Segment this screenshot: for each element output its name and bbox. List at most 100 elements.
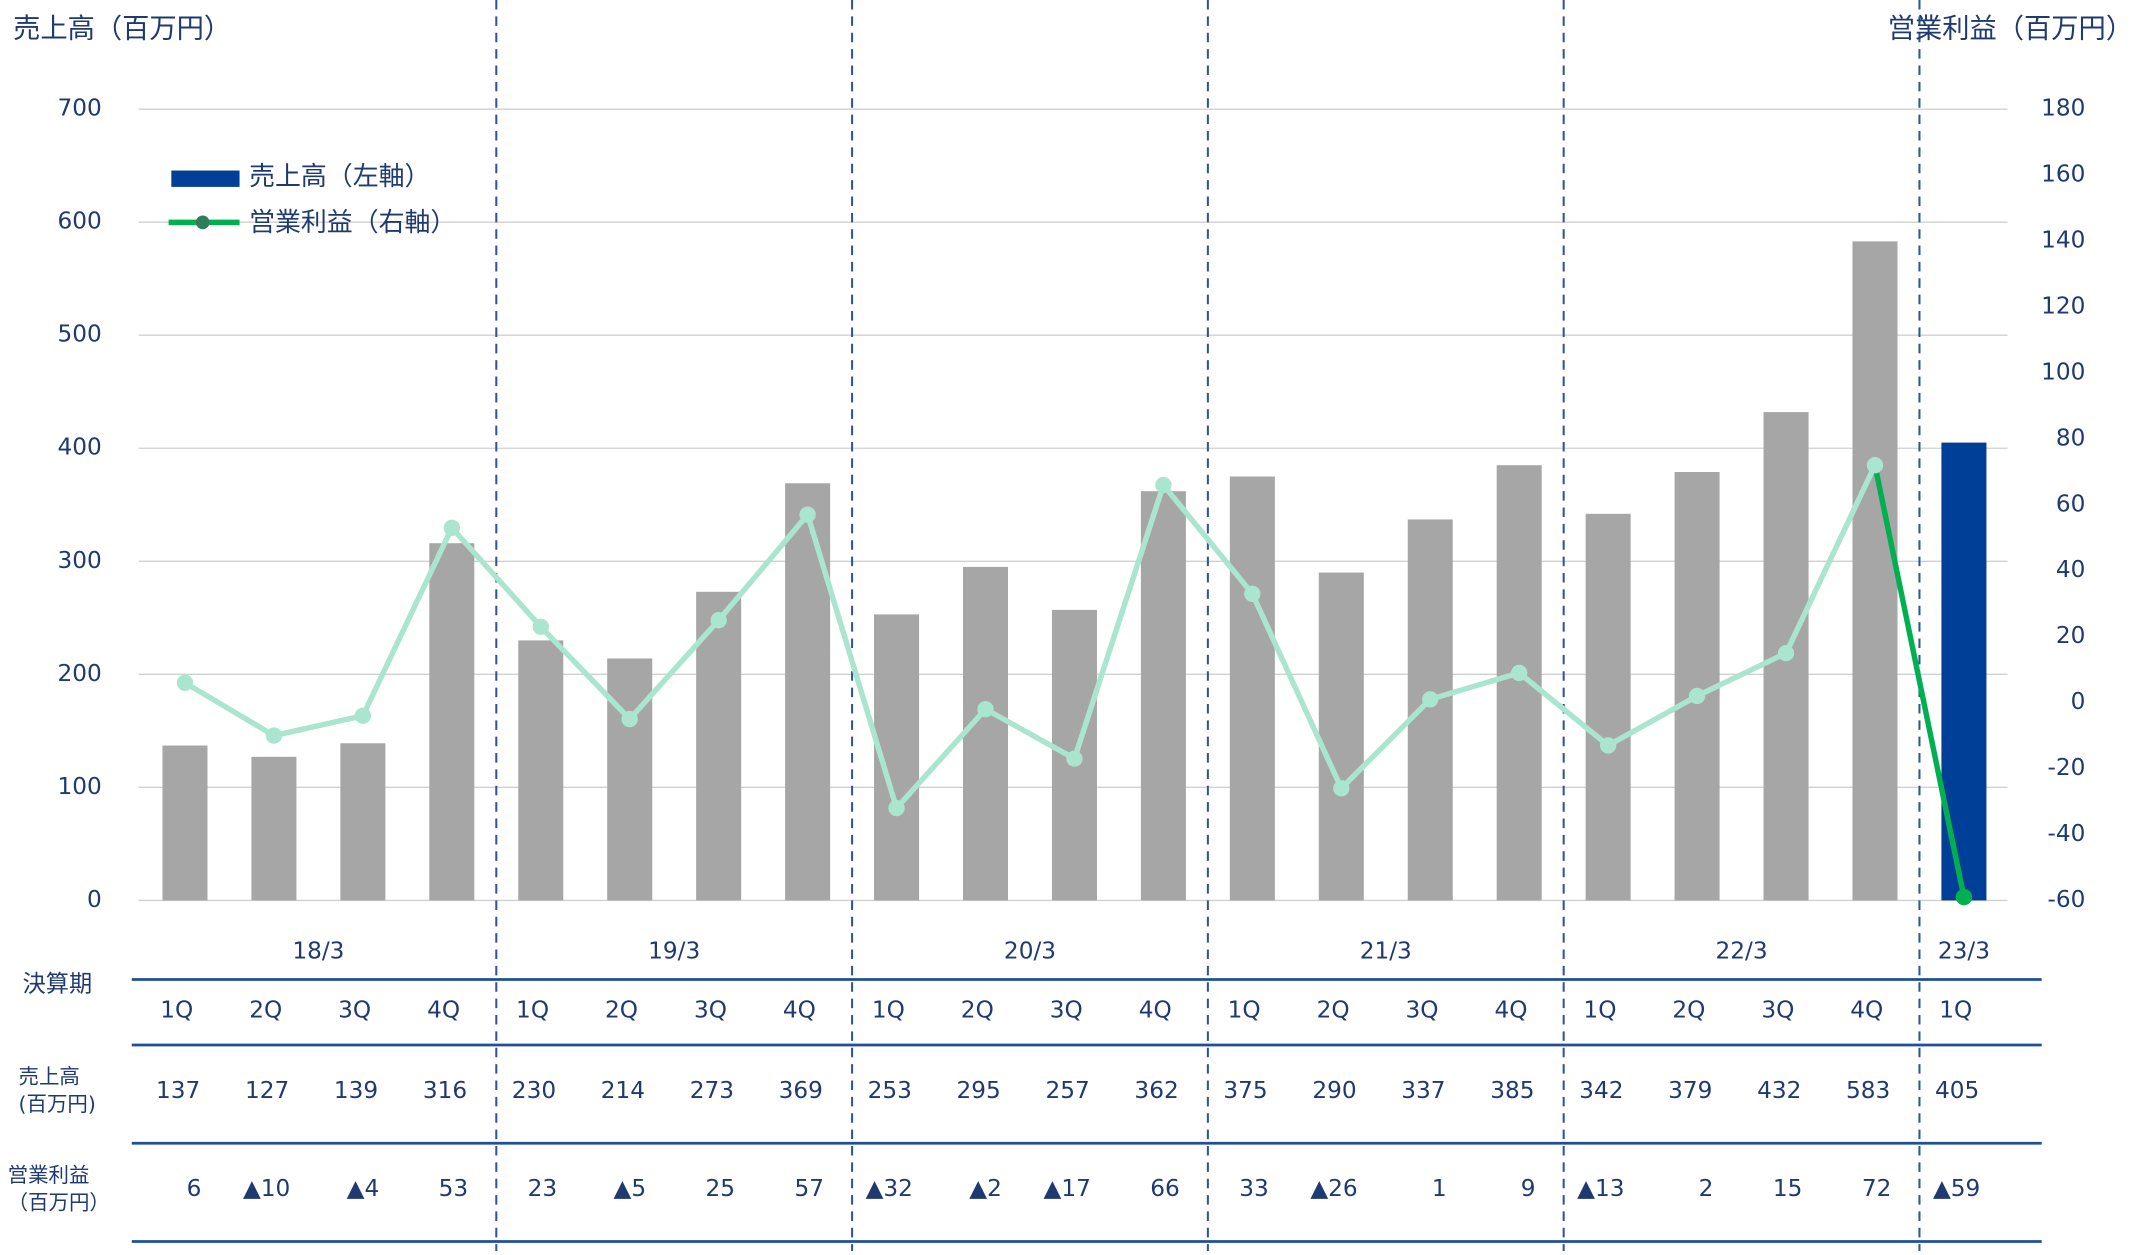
line-highlight [1872, 464, 1967, 898]
x-tick-label: 2Q [249, 996, 282, 1023]
bar [1407, 519, 1453, 901]
table-value: 230 [512, 1077, 556, 1104]
line-point [532, 618, 549, 635]
table-value: 66 [1150, 1175, 1180, 1202]
table-value: 295 [957, 1077, 1001, 1104]
y-tick-label: 500 [57, 321, 101, 348]
line-point [1333, 780, 1350, 797]
table-value: 405 [1935, 1077, 1979, 1104]
table-value: 15 [1773, 1175, 1803, 1202]
x-tick-label: 2Q [605, 996, 638, 1023]
line-point [1955, 888, 1973, 906]
group-label: 19/3 [648, 938, 700, 965]
table-value: 316 [423, 1077, 467, 1104]
line-point [176, 674, 194, 691]
x-tick-label: 4Q [1139, 996, 1172, 1023]
table-value: ▲59 [1933, 1175, 1980, 1202]
group-label: 22/3 [1716, 938, 1768, 965]
group-label: 23/3 [1938, 938, 1990, 965]
y2-tick-label: -60 [2047, 886, 2085, 913]
bar [251, 756, 297, 901]
table-value: 432 [1757, 1077, 1801, 1104]
line-point [977, 700, 994, 718]
bar [162, 745, 208, 901]
line-point [1422, 691, 1439, 708]
table-value: 6 [187, 1175, 202, 1202]
table-value: ▲2 [969, 1175, 1002, 1202]
y-tick-label: 600 [57, 208, 101, 235]
line-point [443, 519, 461, 537]
bar [696, 591, 742, 901]
table-value: ▲4 [347, 1175, 380, 1202]
bar [1852, 241, 1898, 901]
table-value: 375 [1223, 1077, 1267, 1104]
x-tick-label: 4Q [1850, 996, 1883, 1023]
table-value: ▲5 [613, 1175, 646, 1202]
line-point [1777, 644, 1795, 662]
legend-swatch [195, 215, 210, 230]
group-label: 21/3 [1360, 938, 1412, 965]
y2-tick-label: 40 [2056, 556, 2086, 583]
table-value: 137 [156, 1077, 200, 1104]
y2-tick-label: -40 [2047, 820, 2085, 847]
y2-tick-label: 160 [2041, 161, 2085, 188]
legend-swatch [171, 170, 240, 187]
line-point [1244, 585, 1261, 602]
x-tick-label: 2Q [1672, 996, 1705, 1023]
line [183, 464, 1878, 814]
x-tick-label: 2Q [961, 996, 994, 1023]
x-tick-label: 4Q [427, 996, 460, 1023]
bar [1318, 572, 1364, 901]
line-point [710, 611, 727, 629]
table-label: 売上高 [19, 1065, 80, 1089]
x-tick-label: 1Q [872, 996, 905, 1023]
table-value: 342 [1579, 1077, 1623, 1104]
x-tick-label: 1Q [160, 996, 193, 1023]
bar [785, 483, 831, 901]
table-value: 127 [245, 1077, 289, 1104]
table-value: 57 [794, 1175, 824, 1202]
x-tick-label: 1Q [1939, 996, 1972, 1023]
table-value: 25 [706, 1175, 736, 1202]
line-point [799, 506, 816, 523]
y2-tick-label: 100 [2041, 358, 2085, 385]
y-tick-label: 700 [57, 95, 101, 122]
table-label: 営業利益 [8, 1163, 90, 1187]
line-point [1866, 457, 1884, 474]
bar [607, 658, 653, 901]
table-value: 362 [1134, 1077, 1178, 1104]
y2-tick-label: 180 [2041, 95, 2085, 122]
line-point [354, 707, 372, 724]
group-label: 20/3 [1004, 938, 1056, 965]
table-value: 337 [1401, 1077, 1445, 1104]
x-tick-label: 1Q [1228, 996, 1261, 1023]
bar [429, 543, 475, 901]
table-value: 290 [1312, 1077, 1356, 1104]
y-tick-label: 0 [87, 886, 102, 913]
table-value: 583 [1846, 1077, 1890, 1104]
bar [340, 743, 386, 901]
line-point [1511, 664, 1528, 682]
line-point [1688, 687, 1706, 705]
y2-tick-label: 120 [2041, 292, 2085, 319]
group-label: 18/3 [292, 938, 344, 965]
y-tick-label: 300 [57, 547, 101, 574]
table-value: 2 [1699, 1175, 1714, 1202]
table-value: ▲10 [243, 1175, 290, 1202]
table-value: 385 [1490, 1077, 1534, 1104]
table-value: 72 [1862, 1175, 1892, 1202]
bar [1585, 513, 1631, 901]
table-value: 53 [439, 1175, 469, 1202]
table-value: 23 [528, 1175, 558, 1202]
y-tick-label: 400 [57, 434, 101, 461]
table-rules [131, 978, 2042, 1243]
legend-label: 営業利益（右軸） [249, 208, 456, 238]
line-point [1155, 476, 1172, 494]
table-value: ▲32 [866, 1175, 913, 1202]
x-tick-label: 3Q [694, 996, 727, 1023]
table-value: 214 [601, 1077, 645, 1104]
x-tick-label: 3Q [338, 996, 371, 1023]
y2-tick-label: 60 [2056, 490, 2086, 517]
x-tick-label: 1Q [1583, 996, 1616, 1023]
